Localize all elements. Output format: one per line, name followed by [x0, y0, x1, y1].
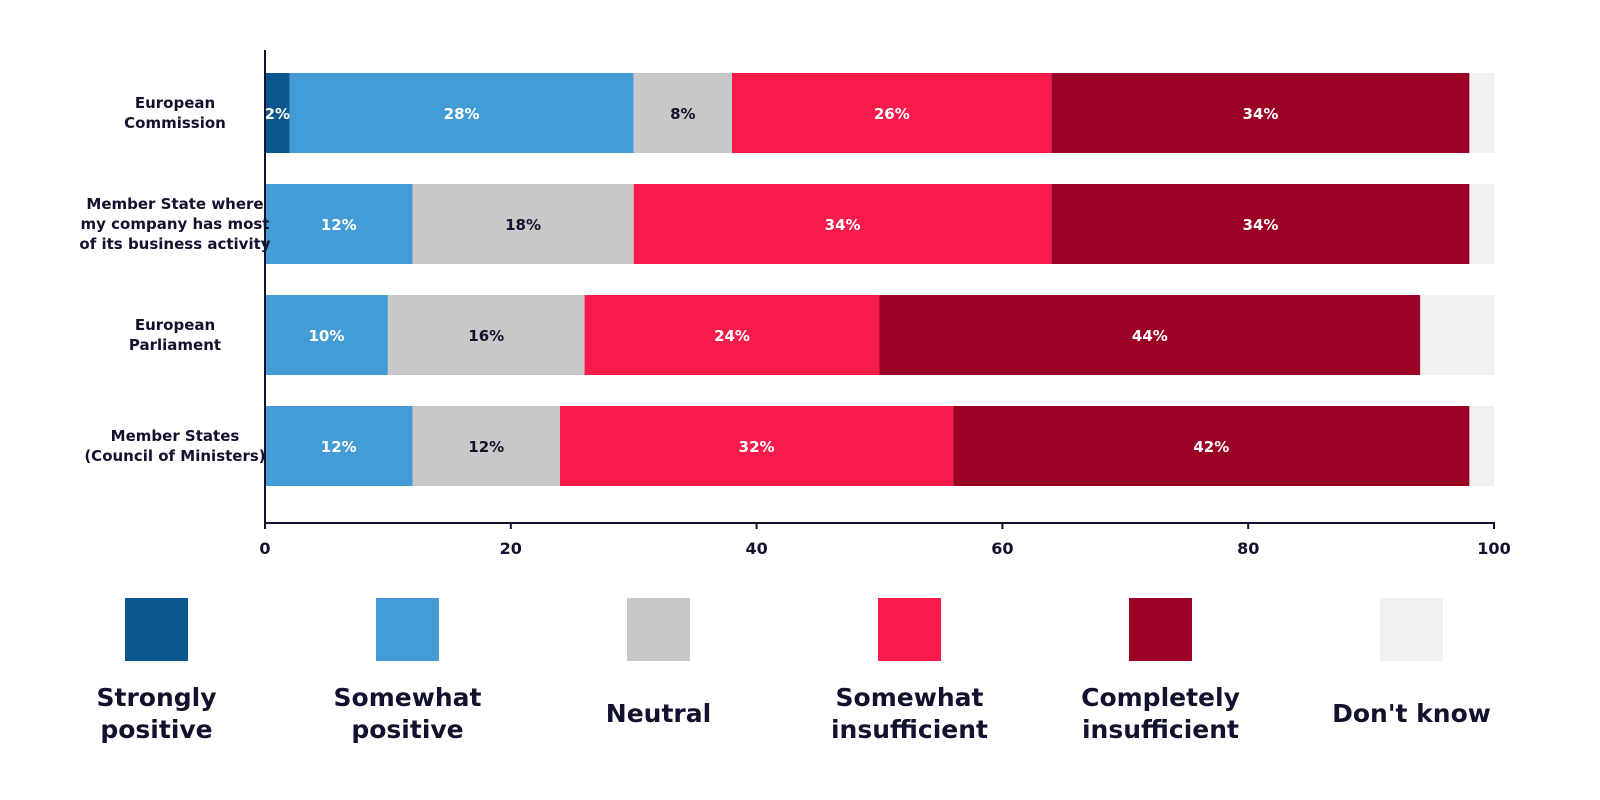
x-tick-label: 0	[259, 539, 270, 558]
legend-label-line: insufficient	[1082, 715, 1239, 744]
legend-label: Somewhat positive	[334, 683, 482, 744]
category-label-line: (Council of Ministers)	[84, 447, 265, 465]
x-tick-label: 100	[1477, 539, 1510, 558]
bar-segment	[289, 73, 634, 153]
bar-segment	[1469, 406, 1494, 486]
bar-segment	[412, 184, 634, 264]
category-label-line: European	[135, 316, 215, 334]
legend-label-line: Strongly	[96, 683, 216, 712]
bar-segment	[265, 184, 413, 264]
data-label: 12%	[321, 438, 357, 456]
category-label-line: Commission	[124, 114, 226, 132]
data-label: 24%	[714, 327, 750, 345]
data-label: 44%	[1132, 327, 1168, 345]
legend-item: Neutral	[606, 598, 711, 728]
legend-label-line: Neutral	[606, 699, 711, 728]
category-label-line: Member State where	[86, 195, 263, 213]
data-label: 18%	[505, 216, 541, 234]
x-tick-label: 40	[745, 539, 767, 558]
bar-segment	[1051, 73, 1470, 153]
bar-row: 10% 16% 24% 44%	[265, 295, 1494, 375]
legend-swatch	[627, 598, 690, 661]
data-label: 10%	[308, 327, 344, 345]
legend-label-line: Somewhat	[836, 683, 984, 712]
data-label: 34%	[1243, 105, 1279, 123]
data-label: 12%	[468, 438, 504, 456]
legend-item: Don't know	[1332, 598, 1491, 728]
bar-segment	[879, 295, 1421, 375]
bar-row: 12% 18% 34% 34%	[265, 184, 1494, 264]
bar-segment	[953, 406, 1470, 486]
legend-label-line: positive	[351, 715, 463, 744]
data-label: 8%	[670, 105, 695, 123]
legend-item: Strongly positive	[96, 598, 217, 744]
category-label-line: my company has most	[81, 215, 270, 233]
legend-swatch	[376, 598, 439, 661]
bar-segment	[265, 73, 290, 153]
data-label: 28%	[444, 105, 480, 123]
bar-segment	[633, 73, 733, 153]
bar-segment	[1420, 295, 1494, 375]
bar-segment	[1469, 184, 1494, 264]
category-label: European Parliament	[129, 316, 221, 354]
data-label: 34%	[1243, 216, 1279, 234]
category-label-line: Member States	[111, 427, 240, 445]
legend-swatch	[1380, 598, 1443, 661]
bar-segment	[1051, 184, 1470, 264]
legend-label: Neutral	[606, 699, 711, 728]
legend-label-line: Completely	[1081, 683, 1240, 712]
category-label-line: European	[135, 94, 215, 112]
legend-label-line: Somewhat	[334, 683, 482, 712]
bar-row: 12% 12% 32% 42%	[265, 406, 1494, 486]
category-label: European Commission	[124, 94, 226, 132]
legend-item: Somewhat insufficient	[831, 598, 988, 744]
x-tick-label: 20	[500, 539, 522, 558]
x-tick-label: 80	[1237, 539, 1259, 558]
legend-label: Completely insufficient	[1081, 683, 1240, 744]
legend-label-line: positive	[100, 715, 212, 744]
category-label-line: Parliament	[129, 336, 221, 354]
legend-swatch	[878, 598, 941, 661]
bar-segment	[387, 295, 585, 375]
data-label: 42%	[1193, 438, 1229, 456]
data-label: 26%	[874, 105, 910, 123]
data-label: 16%	[468, 327, 504, 345]
bar-segment	[559, 406, 954, 486]
legend-item: Completely insufficient	[1081, 598, 1240, 744]
bar-segment	[412, 406, 560, 486]
bar-segment	[732, 73, 1052, 153]
data-label: 34%	[825, 216, 861, 234]
bar-segment	[265, 406, 413, 486]
data-label: 12%	[321, 216, 357, 234]
bar-segment	[633, 184, 1052, 264]
category-label-line: of its business activity	[79, 235, 270, 253]
bar-row: 2% 28% 8% 26% 34%	[265, 73, 1494, 153]
bar-segment	[584, 295, 880, 375]
legend-label-line: insufficient	[831, 715, 988, 744]
legend-swatch	[1129, 598, 1192, 661]
category-label: Member State where my company has most of …	[79, 195, 270, 253]
legend-swatch	[125, 598, 188, 661]
data-label: 2%	[265, 105, 290, 123]
legend-label: Don't know	[1332, 699, 1491, 728]
legend-label: Somewhat insufficient	[831, 683, 988, 744]
legend-label-line: Don't know	[1332, 699, 1491, 728]
legend-label: Strongly positive	[96, 683, 216, 744]
x-tick-label: 60	[991, 539, 1013, 558]
bar-segment	[1469, 73, 1494, 153]
legend-item: Somewhat positive	[334, 598, 482, 744]
bar-segment	[265, 295, 388, 375]
category-label: Member States (Council of Ministers)	[84, 427, 265, 465]
data-label: 32%	[739, 438, 775, 456]
